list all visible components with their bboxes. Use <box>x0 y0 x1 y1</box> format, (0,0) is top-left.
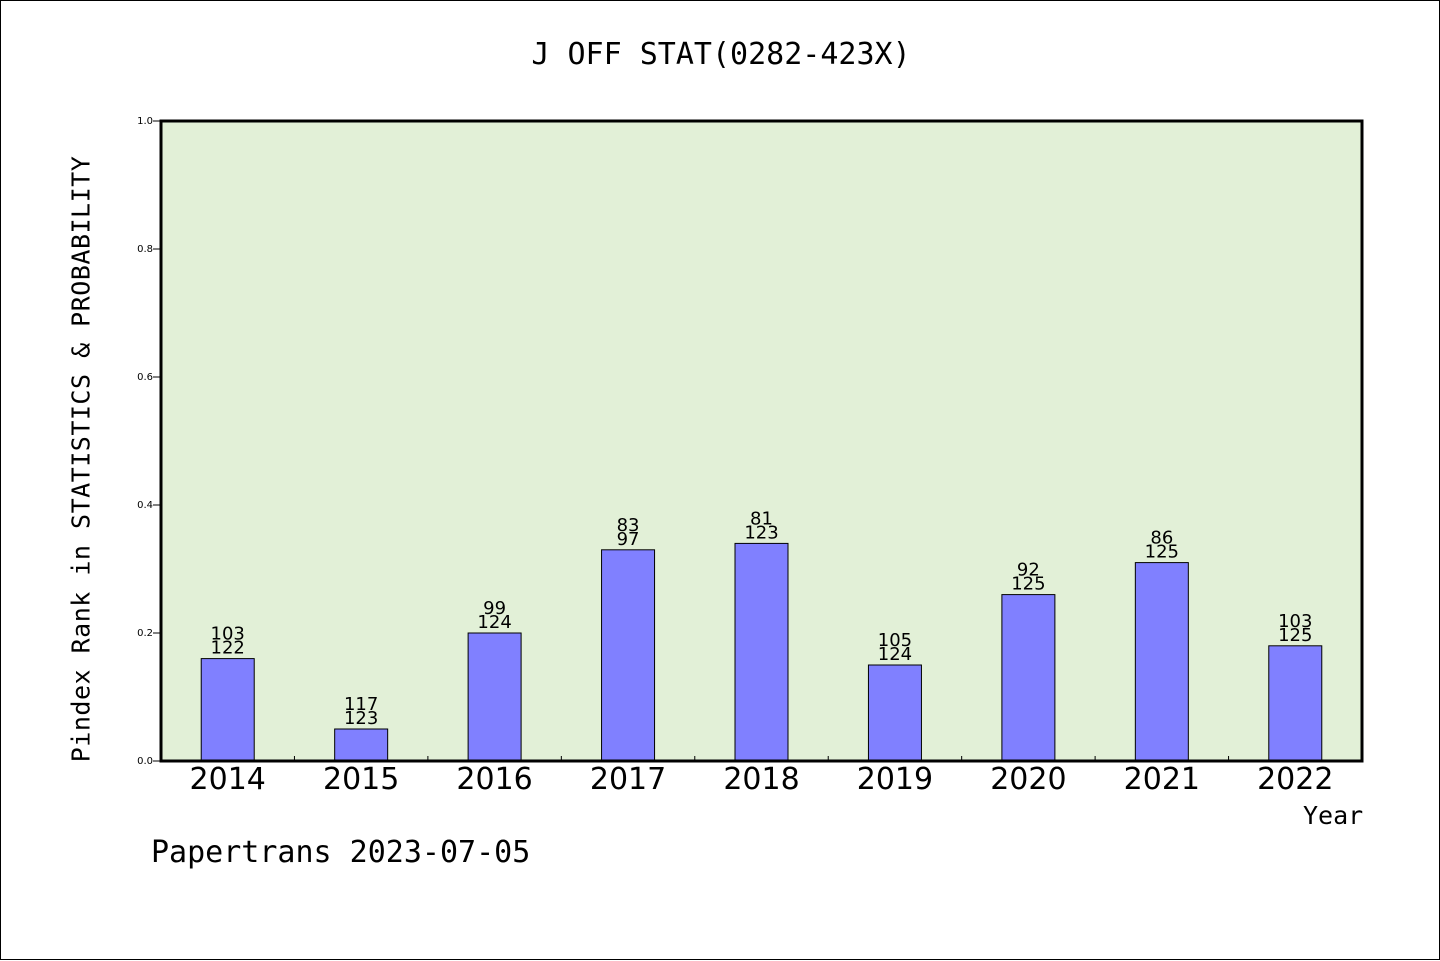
chart-title: J OFF STAT(0282-423X) <box>531 37 911 72</box>
x-tick-label: 2022 <box>1257 762 1333 797</box>
bar-total-label: 122 <box>211 638 245 659</box>
bar <box>1134 562 1189 762</box>
bar-rank-label: 103 <box>211 624 245 645</box>
footer-note: Papertrans 2023-07-05 <box>151 835 531 870</box>
x-tick-label: 2014 <box>190 762 266 797</box>
y-tick-label: 1.0 <box>137 116 153 127</box>
bar <box>867 664 922 762</box>
y-tick-label: 0.2 <box>137 628 153 639</box>
bar-rank-label: 83 <box>617 515 640 536</box>
bar-total-label: 123 <box>344 708 378 729</box>
bar <box>601 549 656 762</box>
x-tick-label: 2019 <box>857 762 933 797</box>
x-tick-label: 2017 <box>590 762 666 797</box>
x-axis-label: Year <box>1303 801 1364 830</box>
y-tick-label: 0.8 <box>137 244 153 255</box>
bar <box>334 728 389 762</box>
bar <box>467 632 522 762</box>
bar-rank-label: 86 <box>1150 528 1173 549</box>
bar-rank-label: 117 <box>344 694 378 715</box>
bar <box>1268 645 1323 762</box>
bar-total-label: 125 <box>1011 574 1045 595</box>
bar-total-label: 123 <box>744 522 778 543</box>
bar-rank-label: 105 <box>878 630 912 651</box>
x-tick-label: 2021 <box>1124 762 1200 797</box>
bar <box>1001 594 1056 762</box>
bar-total-label: 97 <box>617 529 640 550</box>
bar <box>200 658 255 762</box>
x-tick-label: 2020 <box>990 762 1066 797</box>
x-tick-label: 2018 <box>723 762 799 797</box>
bar-rank-label: 92 <box>1017 560 1040 581</box>
bar <box>734 542 789 762</box>
bar-rank-label: 81 <box>750 508 773 529</box>
x-tick-label: 2015 <box>323 762 399 797</box>
y-tick-label: 0.0 <box>137 756 153 767</box>
bar-total-label: 124 <box>477 612 511 633</box>
bar-rank-label: 103 <box>1278 611 1312 632</box>
y-axis-label: Pindex Rank in STATISTICS & PROBABILITY <box>66 155 96 763</box>
plot-frame <box>159 119 1364 763</box>
bar-total-label: 125 <box>1145 542 1179 563</box>
bar-rank-label: 99 <box>483 598 506 619</box>
y-tick-label: 0.4 <box>137 500 153 511</box>
y-tick-label: 0.6 <box>137 372 153 383</box>
bar-total-label: 125 <box>1278 625 1312 646</box>
bar-total-label: 124 <box>878 644 912 665</box>
x-tick-label: 2016 <box>456 762 532 797</box>
